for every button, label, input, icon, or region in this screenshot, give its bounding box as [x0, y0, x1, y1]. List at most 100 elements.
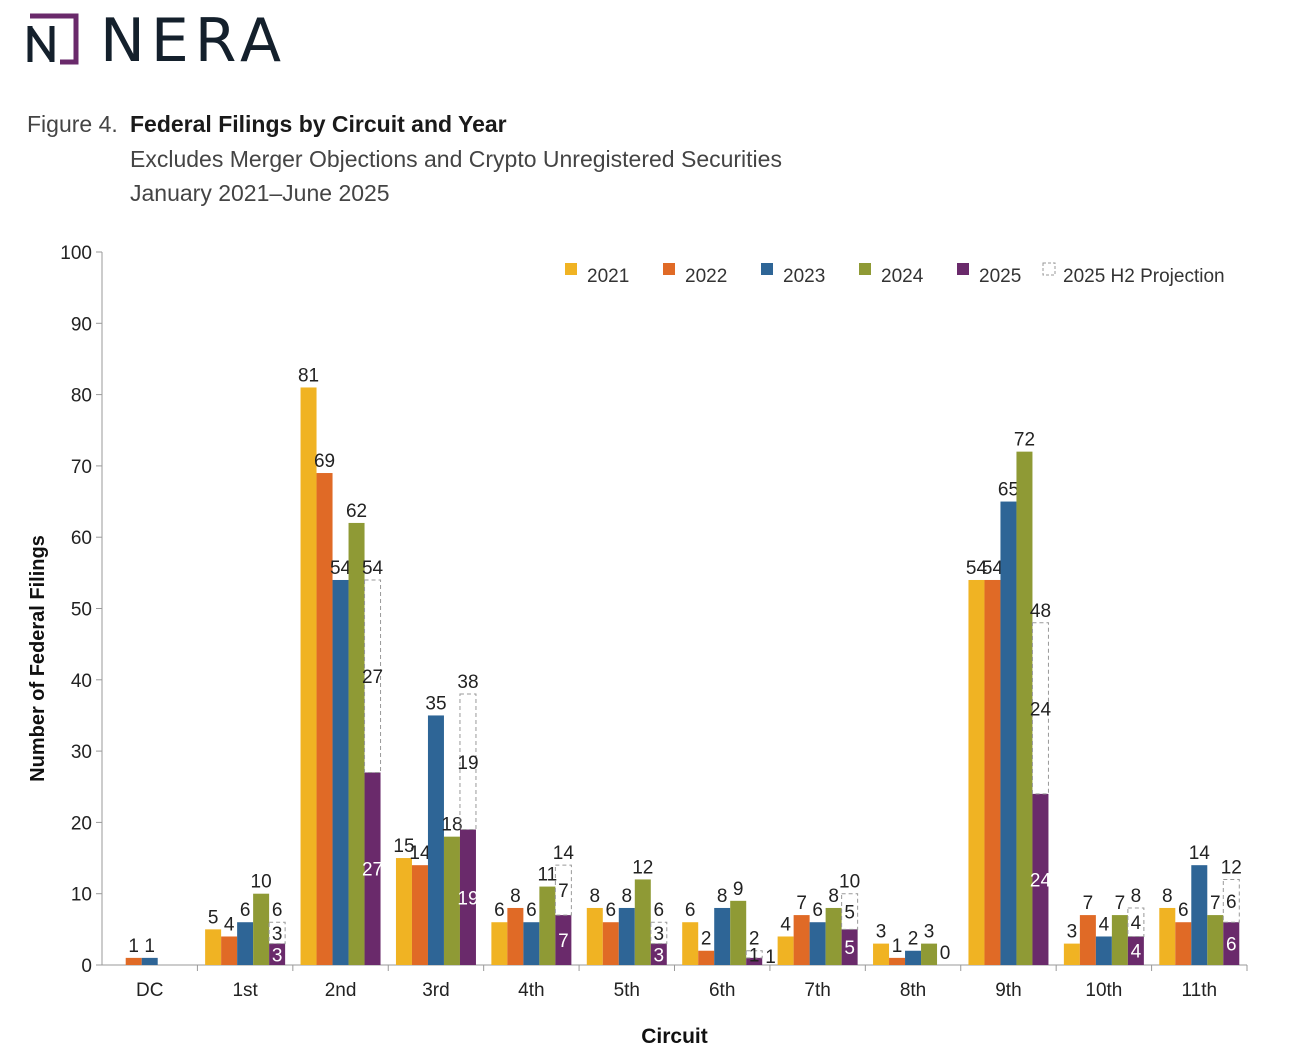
bar-2021 [586, 907, 603, 965]
bar-value-label: 54 [966, 558, 988, 579]
bar-value-label: 7 [796, 893, 807, 914]
y-axis-title: Number of Federal Filings [27, 535, 49, 782]
bar-value-label: 69 [314, 451, 335, 472]
bar-2023 [237, 922, 254, 965]
projection-total-label: 38 [457, 672, 478, 693]
legend-swatch-2024 [859, 263, 871, 275]
bar-2025 [1127, 936, 1144, 965]
bar-value-label: 35 [425, 693, 446, 714]
x-tick-label: 9th [995, 980, 1021, 1001]
x-axis-title: Circuit [641, 1025, 708, 1048]
x-tick-label: 6th [709, 980, 735, 1001]
bar-value-label: 72 [1014, 430, 1035, 451]
bar-value-label: 24 [1030, 870, 1052, 891]
y-tick-label: 90 [71, 314, 92, 335]
bar-value-label: 7 [1210, 893, 1221, 914]
bar-2022 [1079, 915, 1096, 965]
bar-2025 [841, 929, 858, 965]
legend-label: 2021 [587, 266, 629, 287]
bar-value-label: 6 [526, 900, 537, 921]
projection-total-label: 8 [1131, 886, 1142, 907]
bar-2025 [650, 943, 667, 965]
projection-bar [459, 693, 477, 831]
y-tick-label: 100 [60, 243, 92, 264]
bar-value-label: 5 [208, 907, 219, 928]
bar-value-label: 6 [685, 900, 696, 921]
bar-value-label: 10 [251, 872, 272, 893]
bar-value-label: 4 [1131, 942, 1142, 963]
chart-date-range: January 2021–June 2025 [130, 180, 390, 206]
chart-subtitle: Excludes Merger Objections and Crypto Un… [130, 146, 782, 172]
bar-value-label: 3 [272, 945, 283, 966]
legend-swatch-2021 [565, 263, 577, 275]
bar-2024 [921, 943, 938, 965]
projection-h2-label: 19 [457, 753, 478, 774]
bar-value-label: 11 [538, 865, 558, 886]
projection-total-label: 54 [362, 558, 384, 579]
y-tick-label: 80 [71, 386, 92, 407]
y-tick-label: 60 [71, 528, 92, 549]
bar-2022 [1175, 922, 1192, 965]
bar-value-label: 2 [701, 929, 712, 950]
bar-2021 [873, 943, 890, 965]
bar-2021 [1063, 943, 1080, 965]
bar-value-label: 1 [892, 936, 903, 957]
figure-number: Figure 4. [27, 111, 118, 137]
projection-total-label: 6 [272, 900, 283, 921]
bar-2022 [793, 915, 810, 965]
bar-value-label: 81 [298, 365, 319, 386]
x-tick-label: 2nd [325, 980, 357, 1001]
bar-value-label: 7 [1083, 893, 1094, 914]
bar-2021 [491, 922, 508, 965]
bar-2021 [1159, 907, 1176, 965]
bar-2022 [411, 865, 428, 965]
projection-h2-label: 1 [749, 945, 760, 966]
bar-value-label: 7 [558, 931, 569, 952]
bar-2025 [1032, 793, 1049, 965]
bar-2023 [427, 715, 444, 965]
bar-value-label: 8 [590, 886, 601, 907]
bar-2024 [1111, 915, 1128, 965]
bar-2025 [746, 957, 763, 965]
bar-value-label: 6 [1178, 900, 1189, 921]
bar-2021 [205, 929, 222, 965]
bar-value-label: 27 [362, 860, 383, 881]
bar-2025 [1223, 922, 1240, 965]
bar-value-label: 4 [1099, 914, 1110, 935]
projection-h2-label: 4 [1131, 913, 1142, 934]
projection-bar [1127, 907, 1145, 937]
bar-value-label: 15 [393, 836, 414, 857]
bar-value-label: 19 [457, 888, 478, 909]
bar-value-label: 6 [606, 900, 617, 921]
x-tick-label: 7th [804, 980, 830, 1001]
legend-swatch-2023 [761, 263, 773, 275]
bar-value-label: 7 [1115, 893, 1126, 914]
legend-label: 2023 [783, 266, 825, 287]
bar-2025 [555, 915, 572, 965]
bar-value-label: 1 [144, 936, 155, 957]
bar-value-label: 6 [240, 900, 251, 921]
bar-2023 [618, 907, 635, 965]
projection-bar [268, 921, 286, 945]
projection-bar [745, 950, 763, 959]
bar-value-label: 8 [828, 886, 839, 907]
bar-value-label: 9 [733, 879, 744, 900]
bar-value-label: 8 [510, 886, 521, 907]
bar-value-label: 54 [330, 558, 352, 579]
bar-2022 [602, 922, 619, 965]
legend-label: 2022 [685, 266, 727, 287]
bar-2023 [905, 950, 922, 965]
bar-value-label: 8 [622, 886, 633, 907]
legend-swatch-projection [1042, 262, 1056, 276]
projection-total-label: 6 [654, 900, 665, 921]
projection-total-label: 12 [1221, 857, 1242, 878]
x-tick-label: 10th [1085, 980, 1122, 1001]
bar-value-label: 3 [924, 922, 935, 943]
bar-value-label: 65 [998, 480, 1019, 501]
legend-swatch-2022 [663, 263, 675, 275]
bar-2024 [253, 893, 270, 965]
bar-value-label: 3 [876, 922, 887, 943]
bar-2024 [348, 522, 365, 965]
